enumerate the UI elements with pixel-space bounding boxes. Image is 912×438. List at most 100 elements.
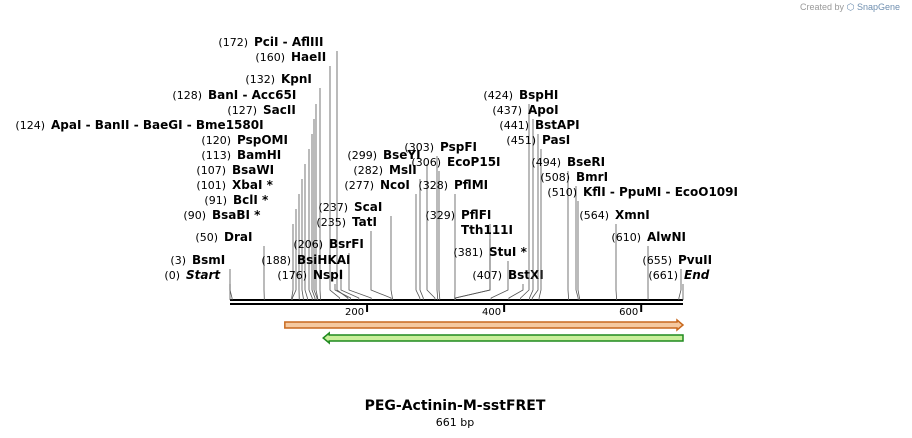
site-enzyme-label[interactable]: PspFI (440, 140, 477, 154)
site-enzyme-label[interactable]: BanI - Acc65I (208, 88, 296, 102)
enzyme-name[interactable]: BanI (208, 88, 238, 102)
enzyme-name[interactable]: BamHI (237, 148, 281, 162)
site-enzyme-label[interactable]: ApaI - BanII - BaeGI - Bme1580I (51, 118, 264, 132)
enzyme-name[interactable]: BaeGI (143, 118, 183, 132)
enzyme-name[interactable]: BanII (95, 118, 130, 132)
site-enzyme-label[interactable]: MslI (389, 163, 417, 177)
enzyme-separator: - (279, 35, 292, 49)
enzyme-name[interactable]: StuI * (489, 245, 528, 259)
site-enzyme-label[interactable]: AlwNI (647, 230, 686, 244)
site-enzyme-label[interactable]: Tth111I (461, 223, 513, 237)
site-enzyme-label[interactable]: PasI (542, 133, 570, 147)
site-enzyme-label[interactable]: SacII (263, 103, 296, 117)
enzyme-name[interactable]: TatI (352, 215, 377, 229)
enzyme-name[interactable]: BsaBI * (212, 208, 261, 222)
enzyme-name[interactable]: AlwNI (647, 230, 686, 244)
enzyme-name[interactable]: BsmI (192, 253, 225, 267)
site-enzyme-label[interactable]: NcoI (380, 178, 410, 192)
site-enzyme-label[interactable]: KpnI (281, 72, 312, 86)
enzyme-name[interactable]: EcoP15I (447, 155, 501, 169)
enzyme-name[interactable]: ApoI (528, 103, 559, 117)
site-position: (564) (579, 209, 609, 222)
enzyme-name[interactable]: ScaI (354, 200, 382, 214)
site-enzyme-label[interactable]: BstAPI (535, 118, 580, 132)
site-leader-line (455, 239, 491, 300)
site-enzyme-label[interactable]: BspHI (519, 88, 558, 102)
enzyme-name[interactable]: BspHI (519, 88, 558, 102)
enzyme-name[interactable]: AflIII (292, 35, 324, 49)
enzyme-name[interactable]: Start (186, 268, 221, 282)
enzyme-name[interactable]: BseRI (567, 155, 605, 169)
enzyme-name[interactable]: PspOMI (237, 133, 288, 147)
enzyme-name[interactable]: Tth111I (461, 223, 513, 237)
site-enzyme-label[interactable]: TatI (352, 215, 377, 229)
site-enzyme-label[interactable]: End (684, 268, 710, 282)
enzyme-name[interactable]: KflI (583, 185, 606, 199)
site-leader-line (436, 156, 439, 300)
enzyme-name[interactable]: PflFI (461, 208, 491, 222)
site-enzyme-label[interactable]: XmnI (615, 208, 650, 222)
site-enzyme-label[interactable]: BsiHKAI (297, 253, 351, 267)
enzyme-name[interactable]: XmnI (615, 208, 650, 222)
enzyme-name[interactable]: MslI (389, 163, 417, 177)
enzyme-name[interactable]: BsiHKAI (297, 253, 351, 267)
site-enzyme-label[interactable]: BmrI (576, 170, 608, 184)
site-enzyme-label[interactable]: DraI (224, 230, 252, 244)
site-leader-line (577, 201, 580, 300)
site-enzyme-label[interactable]: BseYI (383, 148, 421, 162)
site-enzyme-label[interactable]: BamHI (237, 148, 281, 162)
site-enzyme-label[interactable]: BstXI (508, 268, 544, 282)
enzyme-name[interactable]: EcoO109I (675, 185, 738, 199)
enzyme-name[interactable]: BstAPI (535, 118, 580, 132)
enzyme-name[interactable]: PvuII (678, 253, 712, 267)
site-position: (328) (418, 179, 448, 192)
enzyme-name[interactable]: PflMI (454, 178, 488, 192)
site-enzyme-label[interactable]: NspI (313, 268, 343, 282)
forward-feature-arrow[interactable] (284, 318, 685, 332)
enzyme-name[interactable]: PasI (542, 133, 570, 147)
enzyme-name[interactable]: PciI (254, 35, 279, 49)
site-enzyme-label[interactable]: PciI - AflIII (254, 35, 323, 49)
enzyme-name[interactable]: NspI (313, 268, 343, 282)
enzyme-name[interactable]: DraI (224, 230, 252, 244)
site-enzyme-label[interactable]: ApoI (528, 103, 559, 117)
site-enzyme-label[interactable]: PflMI (454, 178, 488, 192)
enzyme-name[interactable]: BmrI (576, 170, 608, 184)
enzyme-separator: - (130, 118, 143, 132)
enzyme-name[interactable]: Acc65I (252, 88, 297, 102)
site-leader-line (311, 134, 316, 300)
enzyme-name[interactable]: PspFI (440, 140, 477, 154)
enzyme-name[interactable]: XbaI * (232, 178, 274, 192)
enzyme-name[interactable]: BsrFI (329, 237, 364, 251)
enzyme-name[interactable]: End (684, 268, 710, 282)
enzyme-name[interactable]: HaeII (291, 50, 326, 64)
enzyme-name[interactable]: BstXI (508, 268, 544, 282)
site-enzyme-label[interactable]: BsaBI * (212, 208, 261, 222)
site-enzyme-label[interactable]: EcoP15I (447, 155, 501, 169)
site-enzyme-label[interactable]: HaeII (291, 50, 326, 64)
enzyme-name[interactable]: SacII (263, 103, 296, 117)
site-enzyme-label[interactable]: BclI * (233, 193, 269, 207)
enzyme-name[interactable]: Bme1580I (196, 118, 264, 132)
reverse-feature-arrow[interactable] (322, 331, 684, 345)
site-enzyme-label[interactable]: PflFI (461, 208, 491, 222)
enzyme-name[interactable]: KpnI (281, 72, 312, 86)
site-enzyme-label[interactable]: KflI - PpuMI - EcoO109I (583, 185, 738, 199)
enzyme-name[interactable]: BseYI (383, 148, 421, 162)
site-enzyme-label[interactable]: Start (186, 268, 221, 282)
site-enzyme-label[interactable]: BseRI (567, 155, 605, 169)
site-enzyme-label[interactable]: PvuII (678, 253, 712, 267)
enzyme-name[interactable]: NcoI (380, 178, 410, 192)
enzyme-name[interactable]: PpuMI (619, 185, 661, 199)
site-enzyme-label[interactable]: PspOMI (237, 133, 288, 147)
site-leader-line (370, 231, 392, 300)
site-enzyme-label[interactable]: BsaWI (232, 163, 274, 177)
site-enzyme-label[interactable]: BsrFI (329, 237, 364, 251)
enzyme-name[interactable]: BsaWI (232, 163, 274, 177)
site-enzyme-label[interactable]: XbaI * (232, 178, 274, 192)
site-enzyme-label[interactable]: StuI * (489, 245, 528, 259)
enzyme-name[interactable]: BclI * (233, 193, 269, 207)
site-enzyme-label[interactable]: BsmI (192, 253, 225, 267)
site-enzyme-label[interactable]: ScaI (354, 200, 382, 214)
enzyme-name[interactable]: ApaI (51, 118, 81, 132)
